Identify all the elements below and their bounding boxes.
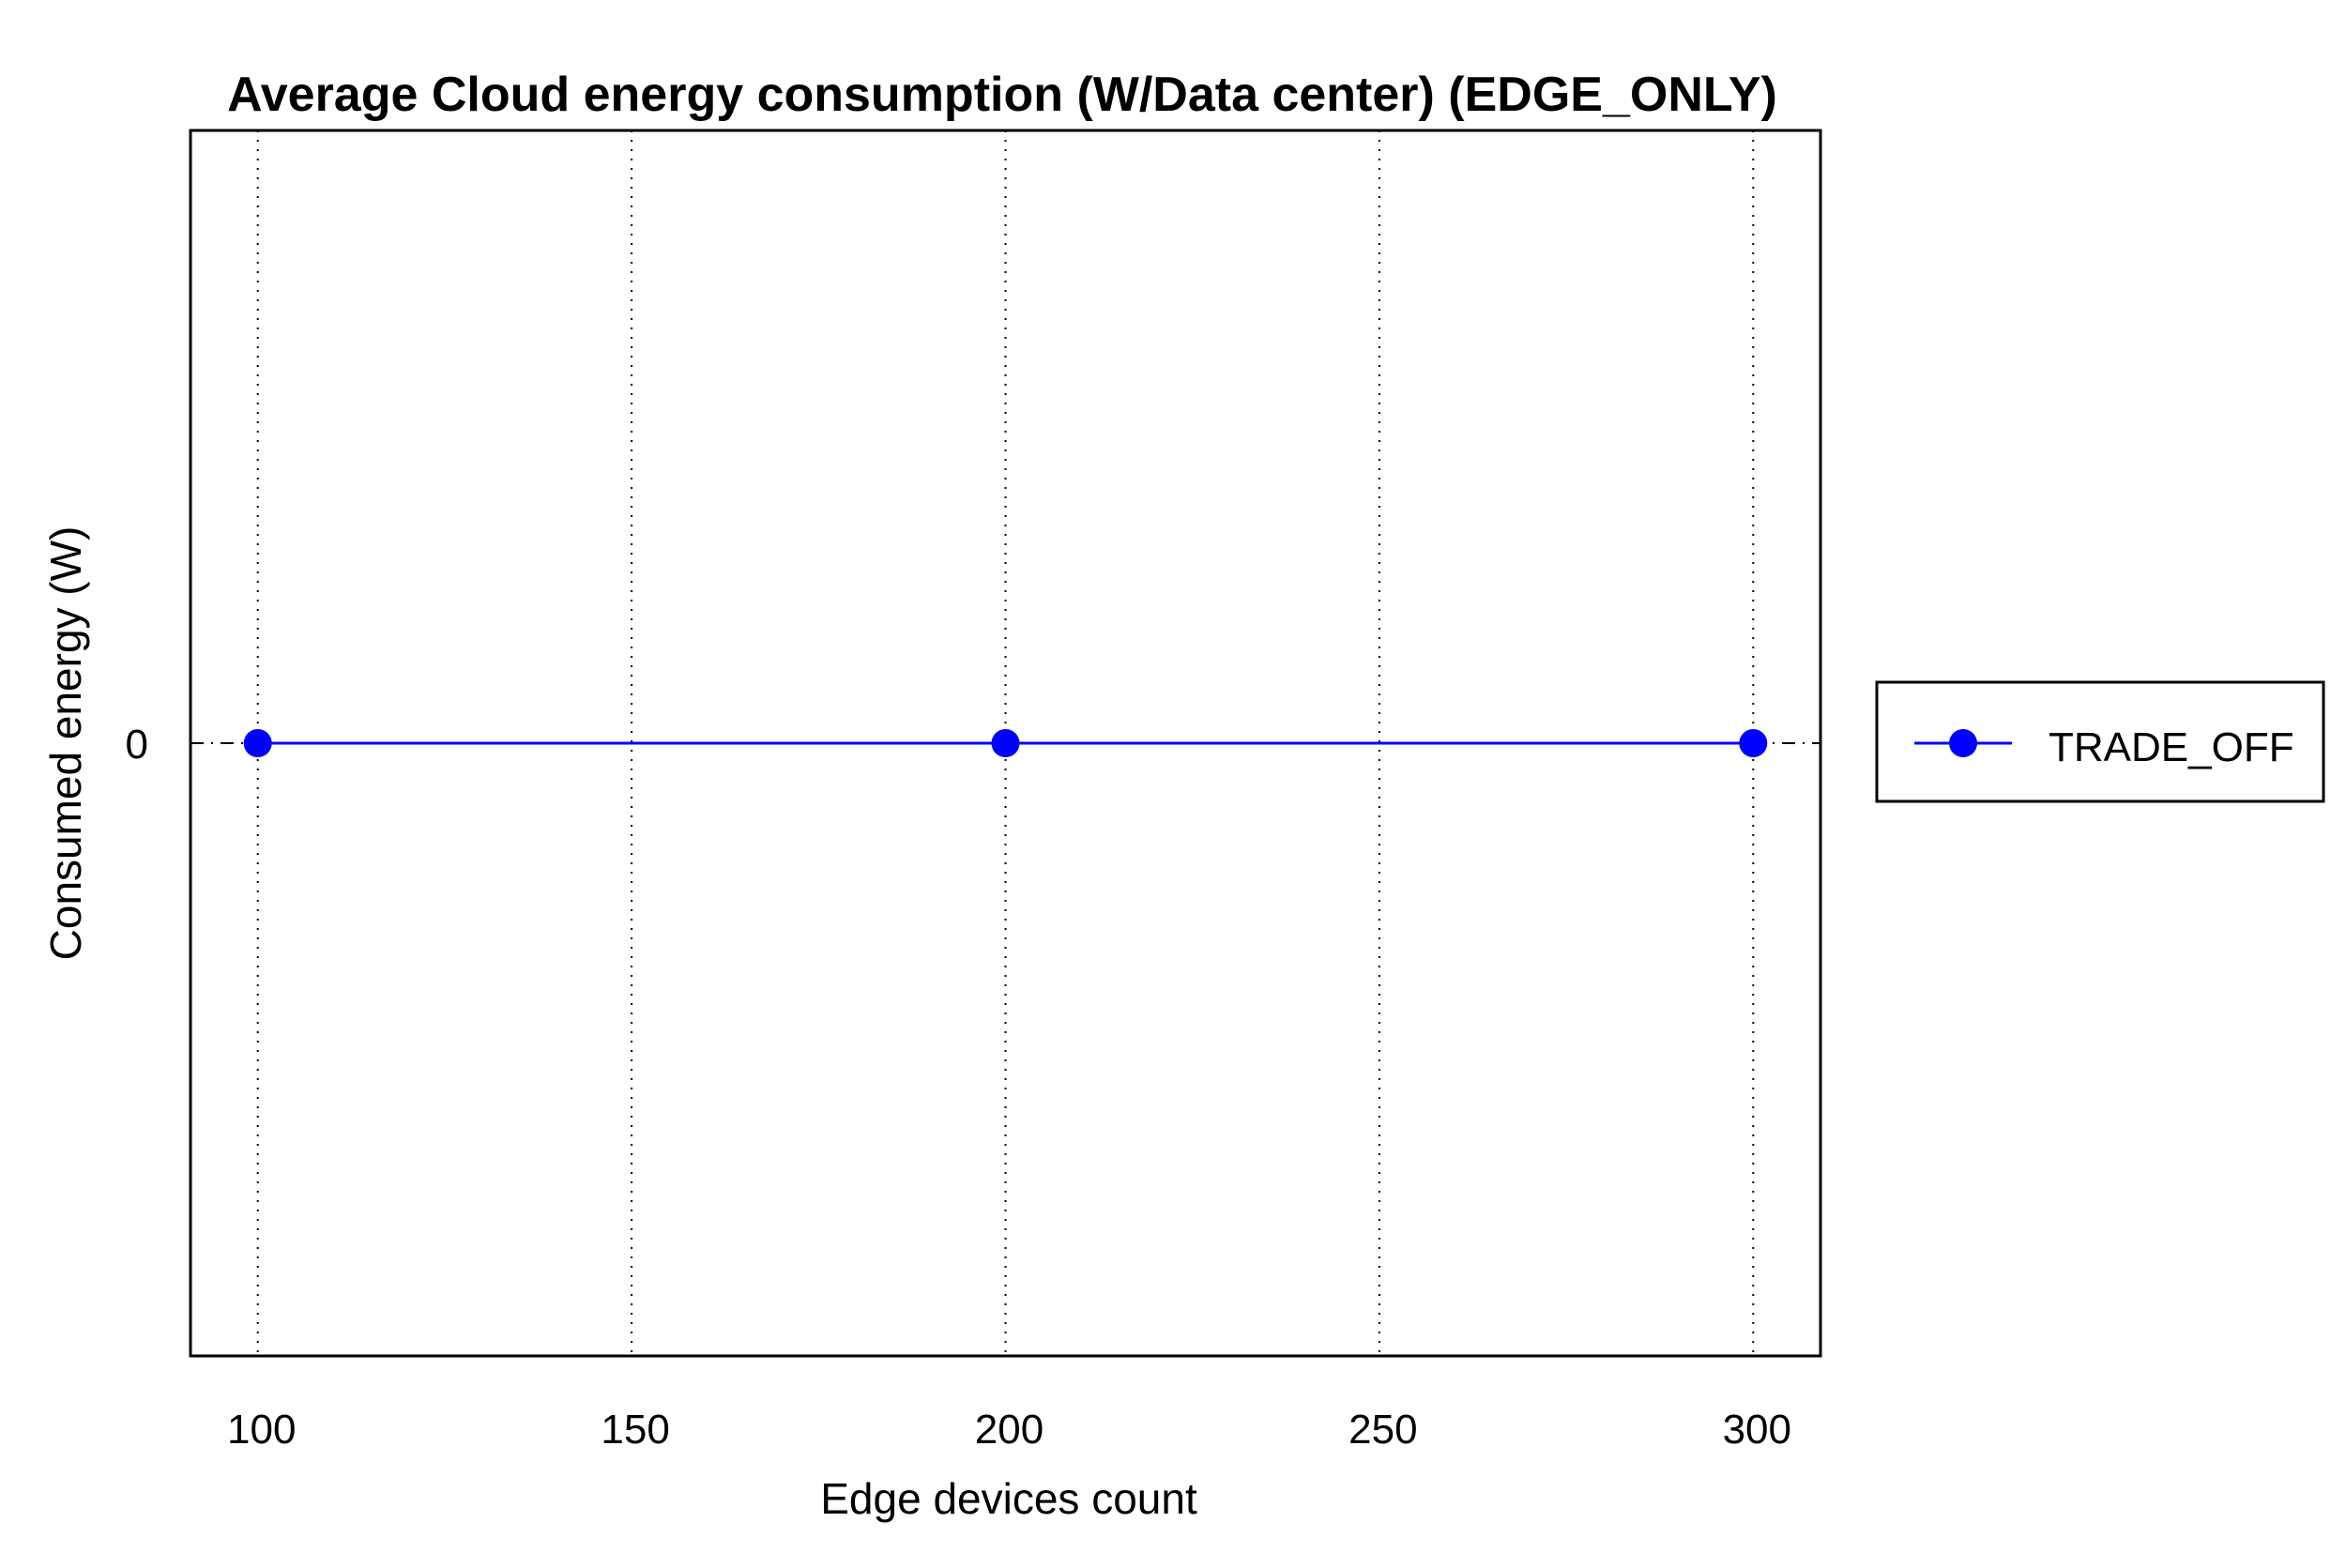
legend: TRADE_OFF (1875, 680, 2325, 803)
x-axis-label: Edge devices count (820, 1474, 1197, 1523)
data-point-200 (991, 729, 1020, 757)
x-tick-label-250: 250 (1348, 1407, 1417, 1453)
x-tick-label-150: 150 (601, 1407, 669, 1453)
legend-label-trade-off: TRADE_OFF (2049, 724, 2294, 770)
y-tick-label-0: 0 (126, 722, 148, 768)
plot-frame (189, 129, 1822, 1358)
x-tick-label-300: 300 (1723, 1407, 1791, 1453)
data-point-300 (1739, 729, 1768, 757)
y-axis-label: Consumed energy (W) (41, 526, 90, 961)
axis-ticks: 100 150 200 250 300 0 (126, 722, 1791, 1453)
series-layer (243, 729, 1768, 757)
x-tick-label-200: 200 (975, 1407, 1044, 1453)
data-point-100 (243, 729, 272, 757)
x-tick-label-100: 100 (227, 1407, 296, 1453)
legend-marker (1949, 729, 1977, 757)
chart-title: Average Cloud energy consumption (W/Data… (227, 68, 1777, 122)
